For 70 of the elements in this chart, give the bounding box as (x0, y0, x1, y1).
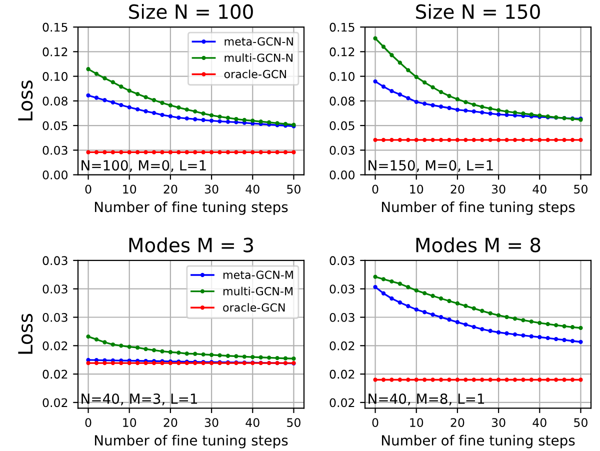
y-tick-label: 0.02 (42, 341, 68, 350)
y-tick-label: 0.12 (42, 47, 68, 56)
x-tick-label: 40 (532, 418, 546, 428)
x-tick-label: 30 (492, 184, 506, 194)
chart-title: Modes M = 8 (416, 237, 540, 252)
y-tick-label: 0.03 (42, 256, 68, 266)
y-tick-label: 0.02 (42, 370, 68, 379)
x-tick-label: 50 (574, 418, 588, 428)
y-tick-label: 0.03 (42, 146, 68, 155)
x-tick-label: 30 (204, 418, 218, 428)
y-tick-label: 0.00 (42, 170, 68, 180)
y-tick-label: 0.05 (330, 121, 354, 130)
x-tick-label: 10 (410, 418, 424, 428)
y-tick-label: 0.12 (330, 47, 354, 56)
annotation: N=150, M=0, L=1 (368, 160, 493, 172)
x-tick-label: 30 (204, 184, 218, 194)
x-tick-label: 0 (85, 184, 92, 194)
y-tick-label: 0.03 (330, 146, 354, 155)
x-tick-label: 20 (450, 184, 464, 194)
x-tick-label: 50 (574, 184, 588, 194)
x-tick-label: 10 (123, 184, 136, 194)
y-tick-label: 0.15 (42, 22, 68, 32)
chart-title: Modes M = 3 (129, 237, 253, 252)
x-tick-label: 0 (372, 418, 378, 428)
x-tick-label: 40 (246, 184, 260, 194)
x-tick-label: 10 (123, 418, 136, 428)
x-tick-label: 40 (246, 418, 260, 428)
y-tick-label: 0.08 (42, 96, 68, 106)
x-tick-label: 50 (287, 418, 300, 428)
legend-label: oracle-GCN (223, 303, 285, 312)
x-tick-label: 30 (492, 418, 506, 428)
x-tick-label: 40 (532, 184, 546, 194)
x-axis-title: Number of fine tuning steps (94, 201, 288, 215)
legend-label: multi-GCN-M (223, 286, 292, 296)
y-tick-label: 0.00 (330, 170, 355, 180)
y-tick-label: 0.10 (42, 72, 68, 81)
x-tick-label: 20 (164, 184, 178, 194)
legend-label: oracle-GCN (224, 70, 286, 78)
y-axis-title: Loss (18, 314, 33, 354)
chart-title: Size N = 150 (416, 4, 540, 20)
chart-title: Size N = 100 (129, 4, 253, 20)
y-tick-label: 0.15 (330, 22, 354, 32)
y-tick-label: 0.02 (330, 341, 354, 350)
x-axis-title: Number of fine tuning steps (94, 434, 288, 448)
y-axis-title: Loss (18, 80, 33, 120)
y-tick-label: 0.03 (330, 312, 354, 322)
y-tick-label: 0.03 (42, 312, 68, 322)
annotation: N=40, M=3, L=1 (82, 393, 198, 406)
y-tick-label: 0.03 (42, 284, 68, 294)
x-tick-label: 10 (410, 184, 424, 194)
y-tick-label: 0.03 (330, 256, 354, 266)
x-tick-label: 20 (450, 418, 464, 428)
annotation: N=40, M=8, L=1 (368, 393, 484, 406)
x-tick-label: 50 (287, 184, 300, 194)
y-tick-label: 0.02 (42, 398, 68, 408)
legend-label: meta-GCN-M (223, 270, 293, 280)
x-tick-label: 0 (372, 184, 378, 194)
y-tick-label: 0.05 (42, 121, 68, 130)
x-axis-title: Number of fine tuning steps (382, 201, 575, 215)
legend-label: multi-GCN-N (224, 53, 292, 62)
x-axis-title: Number of fine tuning steps (382, 434, 575, 448)
annotation: N=100, M=0, L=1 (82, 160, 206, 172)
x-tick-label: 20 (164, 418, 178, 428)
y-tick-label: 0.08 (330, 96, 354, 106)
y-tick-label: 0.03 (330, 284, 354, 294)
y-tick-label: 0.02 (330, 398, 354, 408)
y-tick-label: 0.02 (330, 370, 354, 379)
y-tick-label: 0.10 (330, 72, 355, 81)
x-tick-label: 0 (85, 418, 92, 428)
legend-label: meta-GCN-N (224, 37, 293, 46)
